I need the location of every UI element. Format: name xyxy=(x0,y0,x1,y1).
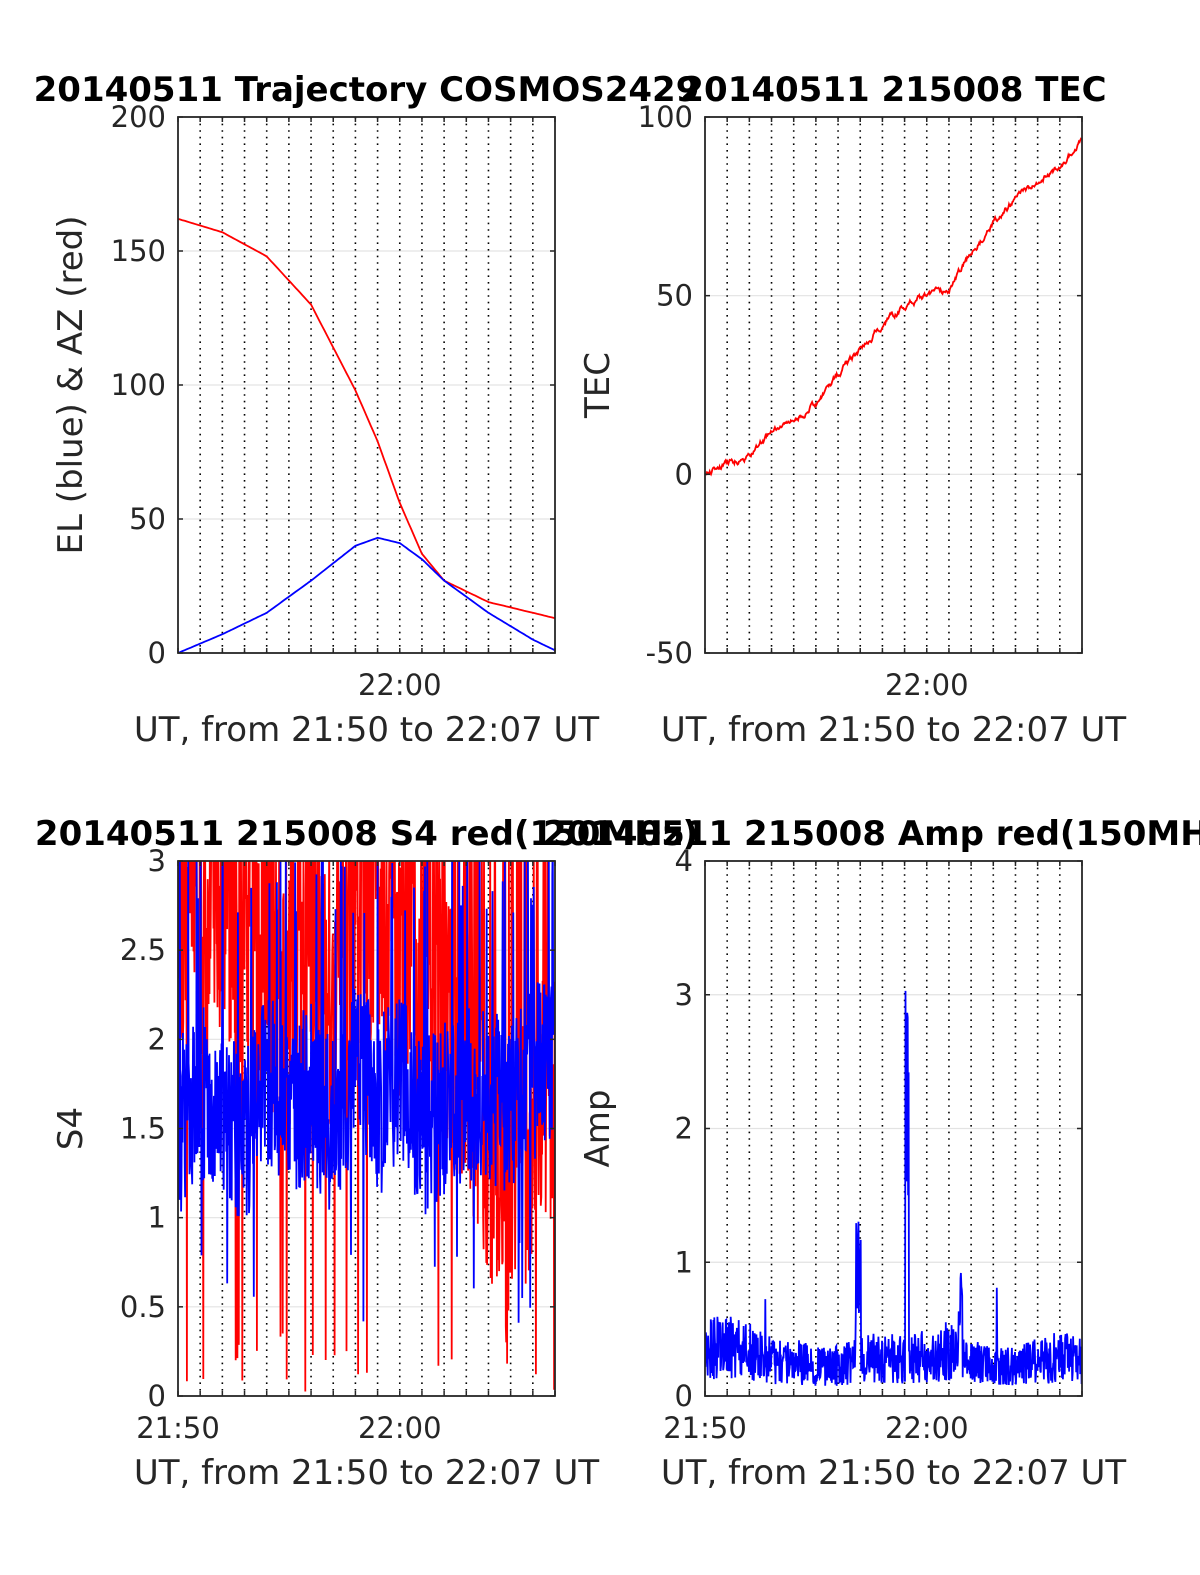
y-tick-label: 50 xyxy=(129,502,166,536)
y-tick-label: 0.5 xyxy=(120,1290,166,1324)
x-tick-label: 22:00 xyxy=(885,668,969,702)
y-tick-label: 100 xyxy=(111,368,166,402)
x-axis-label: UT, from 21:50 to 22:07 UT xyxy=(134,1453,600,1493)
panel-1: 0 50 100 150 200 22:00 UT, from 21:50 to 22:07… xyxy=(34,70,700,750)
y-tick-label: 2 xyxy=(148,1022,166,1056)
series-line-1 xyxy=(705,990,1082,1386)
y-axis-label: S4 xyxy=(51,1107,91,1150)
y-tick-label: 2 xyxy=(675,1112,693,1146)
plot-area xyxy=(705,117,1082,653)
y-axis-label: Amp xyxy=(578,1090,618,1168)
y-tick-label: 150 xyxy=(111,234,166,268)
panel-title: 20140511 215008 S4 red(150MHz) xyxy=(35,814,698,854)
panel-title: 20140511 215008 Amp red(150MHz) xyxy=(543,814,1200,854)
series-line-1 xyxy=(178,861,555,1392)
series-line-1 xyxy=(178,217,555,620)
y-axis-label: EL (blue) & AZ (red) xyxy=(51,215,91,554)
series-line-2 xyxy=(178,536,555,653)
y-tick-label: 0 xyxy=(675,1379,693,1413)
x-axis-label: UT, from 21:50 to 22:07 UT xyxy=(661,710,1127,750)
axes-frame xyxy=(704,116,1083,654)
x-tick-label: 22:00 xyxy=(358,668,442,702)
y-tick-label: 0 xyxy=(148,636,166,670)
x-axis-label: UT, from 21:50 to 22:07 UT xyxy=(134,710,600,750)
series-line-2 xyxy=(178,861,555,1323)
y-tick-label: 1.5 xyxy=(120,1112,166,1146)
y-tick-label: 0 xyxy=(675,457,693,491)
series-line-1 xyxy=(705,137,1082,477)
y-tick-label: 3 xyxy=(675,978,693,1012)
y-tick-label: 200 xyxy=(111,100,166,134)
panel-title: 20140511 215008 TEC xyxy=(680,70,1106,110)
y-axis-label: TEC xyxy=(578,352,618,419)
y-tick-label: 1 xyxy=(675,1245,693,1279)
panel-2: -50 0 50 100 22:00 UT, from 21:50 to 22:07 UT… xyxy=(578,70,1126,750)
panel-4: 0 1 2 3 4 21:50 22:00 UT, from 21:50 to 22:07 U… xyxy=(543,814,1200,1493)
y-tick-label: 0 xyxy=(148,1379,166,1413)
x-tick-label: 22:00 xyxy=(358,1411,442,1445)
x-axis-label: UT, from 21:50 to 22:07 UT xyxy=(661,1453,1127,1493)
series-group xyxy=(178,217,555,653)
y-tick-label: 4 xyxy=(675,844,693,878)
x-tick-label: 21:50 xyxy=(663,1411,747,1445)
x-tick-label: 21:50 xyxy=(136,1411,220,1445)
y-tick-label: 2.5 xyxy=(120,933,166,967)
panel-title: 20140511 Trajectory COSMOS2429 xyxy=(34,70,700,110)
y-tick-label: 100 xyxy=(638,100,693,134)
series-group xyxy=(178,861,555,1392)
x-tick-label: 22:00 xyxy=(885,1411,969,1445)
series-group xyxy=(705,137,1082,477)
y-tick-label: 50 xyxy=(656,279,693,313)
series-group xyxy=(705,990,1082,1386)
y-tick-label: 1 xyxy=(148,1201,166,1235)
y-tick-label: -50 xyxy=(646,636,693,670)
panel-3: 0 0.5 1 1.5 2 2.5 3 21:50 22:00 UT, from 21:50 to… xyxy=(35,814,698,1493)
y-tick-label: 3 xyxy=(148,844,166,878)
